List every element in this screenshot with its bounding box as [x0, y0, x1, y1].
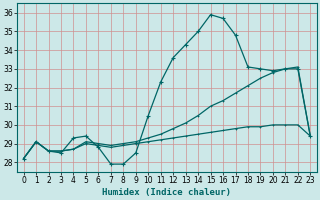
X-axis label: Humidex (Indice chaleur): Humidex (Indice chaleur): [102, 188, 231, 197]
